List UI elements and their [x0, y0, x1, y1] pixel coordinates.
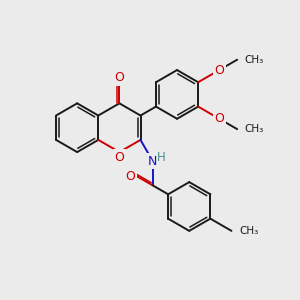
Text: O: O — [115, 71, 124, 84]
Text: H: H — [157, 151, 166, 164]
Text: CH₃: CH₃ — [240, 226, 259, 236]
Text: O: O — [214, 112, 224, 125]
Text: CH₃: CH₃ — [244, 55, 264, 65]
Text: O: O — [125, 170, 135, 183]
Text: CH₃: CH₃ — [244, 124, 264, 134]
Text: O: O — [115, 151, 124, 164]
Text: O: O — [214, 64, 224, 76]
Text: N: N — [148, 154, 158, 167]
